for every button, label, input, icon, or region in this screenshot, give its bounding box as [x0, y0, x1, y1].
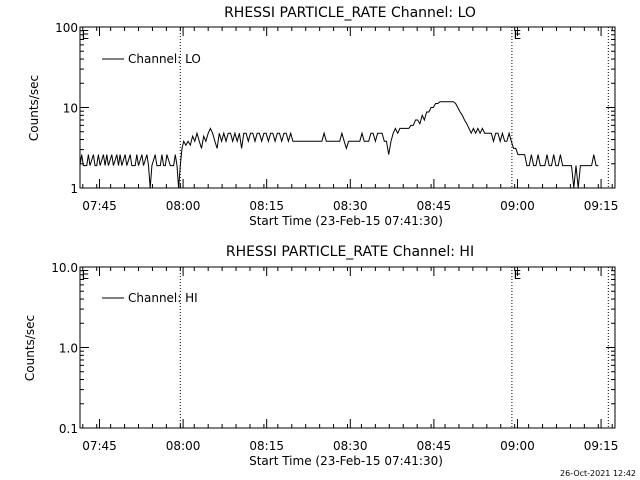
x-axis-label-hi: Start Time (23-Feb-15 07:41:30)	[249, 454, 443, 468]
x-tick-label: 09:15	[584, 439, 619, 453]
y-tick-label: 1.0	[59, 342, 78, 356]
y-tick-label: 10	[63, 102, 78, 116]
y-tick-label: 100	[55, 21, 78, 35]
x-tick-label: 07:45	[82, 439, 117, 453]
chart-title-lo: RHESSI PARTICLE_RATE Channel: LO	[224, 5, 476, 21]
y-axis-label-lo: Counts/sec	[27, 75, 41, 141]
chart-title-hi: RHESSI PARTICLE_RATE Channel: HI	[226, 244, 474, 260]
y-axis-label-hi: Counts/sec	[23, 315, 37, 381]
x-tick-label: 09:15	[584, 199, 619, 213]
series-line	[79, 101, 599, 189]
x-tick-label: 08:15	[249, 439, 284, 453]
x-tick-label: 07:45	[82, 199, 117, 213]
x-tick-label: 08:30	[333, 199, 368, 213]
y-axis-hi: 0.1 1.0 10.0	[51, 261, 615, 436]
event-mark: E	[82, 268, 90, 282]
panel-hi: RHESSI PARTICLE_RATE Channel: HI 0.1 1.0 1…	[23, 244, 618, 468]
panel-lo: RHESSI PARTICLE_RATE Channel: LO 110100 …	[27, 5, 618, 228]
x-axis-lo: 07:45 08:00 08:15 08:30 08:45 09:00 09:15	[82, 27, 618, 213]
series-lo	[79, 101, 599, 189]
event-mark: E	[514, 28, 522, 42]
y-tick-label: 10.0	[51, 261, 78, 275]
legend-label-hi: Channel: HI	[128, 291, 198, 305]
x-tick-label: 08:00	[166, 439, 201, 453]
y-tick-label: 0.1	[59, 422, 78, 436]
x-axis-hi: 07:45 08:00 08:15 08:30 08:45 09:00 09:15	[82, 267, 618, 453]
footer-timestamp: 26-Oct-2021 12:42	[560, 469, 636, 478]
x-tick-label: 08:45	[417, 199, 452, 213]
x-tick-label: 08:30	[333, 439, 368, 453]
y-axis-lo: 1 10 100	[55, 21, 615, 196]
event-mark: E	[514, 268, 522, 282]
x-tick-label: 09:00	[500, 199, 535, 213]
x-tick-label: 08:15	[249, 199, 284, 213]
x-axis-label-lo: Start Time (23-Feb-15 07:41:30)	[249, 214, 443, 228]
x-tick-label: 08:45	[417, 439, 452, 453]
legend-label-lo: Channel: LO	[128, 52, 201, 66]
event-mark: E	[82, 28, 90, 42]
x-tick-label: 09:00	[500, 439, 535, 453]
x-tick-label: 08:00	[166, 199, 201, 213]
y-tick-label: 1	[70, 182, 78, 196]
